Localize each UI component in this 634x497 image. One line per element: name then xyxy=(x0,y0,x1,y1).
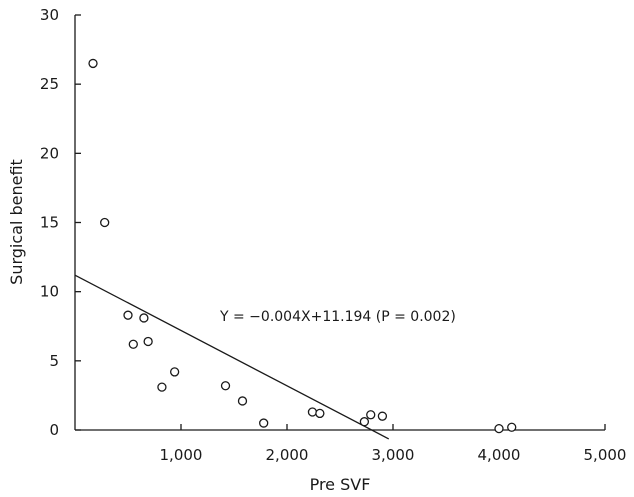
y-axis-title: Surgical benefit xyxy=(7,159,26,285)
data-points xyxy=(88,58,517,434)
data-point xyxy=(128,339,138,349)
data-point xyxy=(123,310,133,320)
data-point xyxy=(377,411,388,421)
data-point xyxy=(157,382,167,392)
data-point xyxy=(315,408,325,419)
data-point xyxy=(366,410,376,420)
x-axis-title: Pre SVF xyxy=(310,475,371,494)
y-tick-label: 0 xyxy=(49,421,59,439)
x-tick-label: 1,000 xyxy=(160,446,203,464)
regression-line xyxy=(74,274,390,440)
data-point xyxy=(143,336,153,347)
data-point xyxy=(139,313,149,323)
regression-equation: Y = −0.004X+11.194 (P = 0.002) xyxy=(219,309,456,325)
x-tick-label: 3,000 xyxy=(372,446,415,464)
y-tick-label: 25 xyxy=(40,75,59,93)
y-tick-label: 5 xyxy=(49,352,59,370)
data-point xyxy=(237,396,248,406)
x-tick-label: 5,000 xyxy=(584,446,627,464)
y-tick-label: 20 xyxy=(40,144,59,162)
data-point xyxy=(220,381,231,391)
data-point xyxy=(259,418,269,428)
data-point xyxy=(169,367,180,377)
y-tick-label: 30 xyxy=(40,6,59,24)
data-point xyxy=(359,417,370,427)
data-point xyxy=(307,407,318,417)
data-point xyxy=(88,58,98,69)
x-axis-ticks: 1,000 2,000 3,000 4,000 5,000 xyxy=(160,424,627,464)
data-point xyxy=(100,217,110,228)
y-axis-ticks: 0 5 10 15 20 25 30 xyxy=(40,6,81,439)
y-tick-label: 15 xyxy=(40,214,59,232)
x-tick-label: 4,000 xyxy=(478,446,521,464)
data-point xyxy=(507,422,517,432)
y-tick-label: 10 xyxy=(40,283,59,301)
data-point xyxy=(494,423,504,434)
x-tick-label: 2,000 xyxy=(266,446,309,464)
